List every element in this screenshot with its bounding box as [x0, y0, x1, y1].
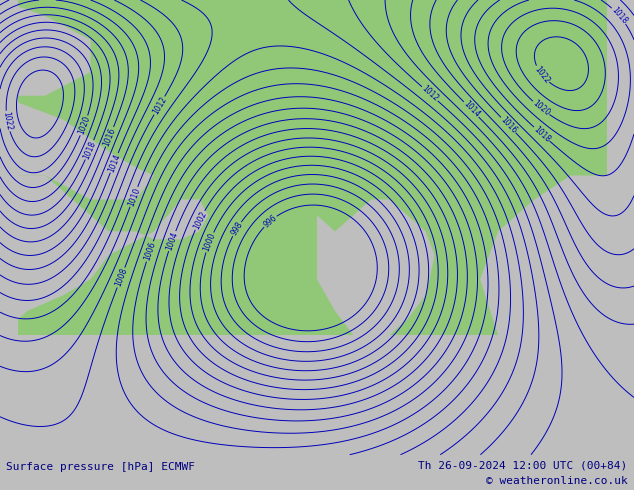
Polygon shape: [480, 199, 634, 335]
Text: 1022: 1022: [533, 64, 551, 85]
Text: Surface pressure [hPa] ECMWF: Surface pressure [hPa] ECMWF: [6, 462, 195, 472]
Text: 1018: 1018: [532, 124, 552, 144]
Text: 1018: 1018: [82, 139, 98, 160]
Text: 1006: 1006: [143, 241, 157, 262]
Text: 1002: 1002: [191, 210, 208, 231]
Text: 1010: 1010: [126, 186, 141, 207]
Polygon shape: [317, 199, 435, 335]
Text: 1016: 1016: [102, 126, 117, 147]
Polygon shape: [0, 96, 154, 199]
Text: 1020: 1020: [531, 98, 552, 118]
Text: 1014: 1014: [107, 152, 122, 173]
Text: 1020: 1020: [77, 115, 92, 136]
Text: © weatheronline.co.uk: © weatheronline.co.uk: [486, 476, 628, 486]
Text: 1008: 1008: [113, 267, 129, 288]
Polygon shape: [498, 175, 634, 295]
Text: 1012: 1012: [151, 95, 168, 116]
Polygon shape: [0, 335, 634, 455]
Polygon shape: [607, 0, 634, 455]
Polygon shape: [0, 0, 18, 455]
Polygon shape: [0, 175, 209, 335]
Text: 1004: 1004: [165, 230, 179, 252]
Text: 996: 996: [262, 213, 278, 229]
Text: Th 26-09-2024 12:00 UTC (00+84): Th 26-09-2024 12:00 UTC (00+84): [418, 460, 628, 470]
Text: 1014: 1014: [462, 99, 481, 120]
Text: 1022: 1022: [1, 111, 13, 131]
Text: 1000: 1000: [202, 232, 217, 253]
Polygon shape: [0, 0, 91, 96]
Text: 998: 998: [229, 220, 244, 238]
Text: 1018: 1018: [609, 5, 629, 26]
Text: 1016: 1016: [498, 115, 518, 135]
Text: 1012: 1012: [420, 84, 440, 103]
